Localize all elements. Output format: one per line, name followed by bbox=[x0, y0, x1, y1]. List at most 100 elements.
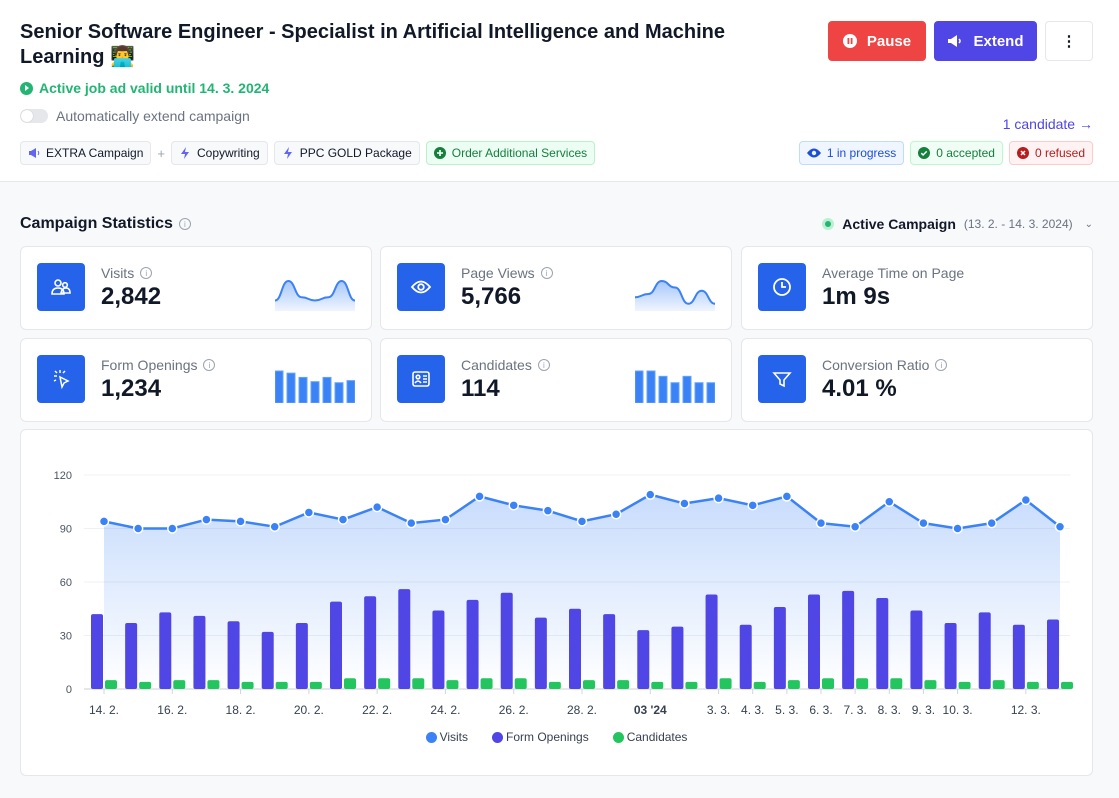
candidates-bar[interactable] bbox=[105, 680, 117, 689]
form-openings-bar[interactable] bbox=[466, 599, 479, 689]
candidates-bar[interactable] bbox=[924, 680, 937, 689]
candidates-bar[interactable] bbox=[685, 681, 698, 689]
form-openings-bar[interactable] bbox=[808, 594, 820, 689]
tag-copywriting[interactable]: Copywriting bbox=[170, 141, 268, 165]
candidates-bar[interactable] bbox=[480, 678, 493, 689]
info-icon[interactable]: i bbox=[537, 359, 550, 371]
refused-badge[interactable]: 0 refused bbox=[1008, 141, 1093, 165]
candidates-bar[interactable] bbox=[309, 681, 322, 689]
info-icon[interactable]: i bbox=[540, 267, 553, 279]
form-openings-bar[interactable] bbox=[705, 594, 718, 689]
visits-point[interactable] bbox=[98, 516, 110, 527]
candidates-bar[interactable] bbox=[173, 680, 186, 689]
visits-point[interactable] bbox=[1020, 494, 1032, 506]
candidates-bar[interactable] bbox=[548, 681, 561, 689]
legend-form-openings[interactable]: Form Openings bbox=[492, 730, 589, 744]
campaign-selector[interactable]: Active Campaign (13. 2. - 14. 3. 2024) ⌄ bbox=[822, 216, 1093, 232]
visits-point[interactable] bbox=[747, 500, 758, 511]
candidates-bar[interactable] bbox=[617, 680, 630, 689]
form-openings-bar[interactable] bbox=[569, 608, 581, 689]
visits-point[interactable] bbox=[167, 523, 178, 534]
info-icon[interactable]: i bbox=[178, 218, 191, 230]
candidates-bar[interactable] bbox=[719, 678, 732, 689]
candidates-bar[interactable] bbox=[1026, 681, 1039, 689]
tag-extra-campaign[interactable]: EXTRA Campaign bbox=[20, 141, 152, 165]
visits-point[interactable] bbox=[440, 514, 451, 525]
candidates-bar[interactable] bbox=[787, 680, 800, 689]
form-openings-bar[interactable] bbox=[773, 606, 786, 689]
order-services-button[interactable]: Order Additional Services bbox=[425, 141, 596, 165]
accepted-badge[interactable]: 0 accepted bbox=[910, 141, 1003, 165]
form-openings-bar[interactable] bbox=[227, 621, 240, 689]
form-openings-bar[interactable] bbox=[671, 626, 684, 689]
candidates-bar[interactable] bbox=[446, 680, 459, 689]
visits-point[interactable] bbox=[132, 523, 144, 534]
candidates-bar[interactable] bbox=[890, 678, 903, 689]
visits-point[interactable] bbox=[679, 498, 690, 509]
visits-point[interactable] bbox=[542, 505, 554, 516]
form-openings-bar[interactable] bbox=[295, 623, 308, 689]
candidates-bar[interactable] bbox=[651, 681, 664, 689]
info-icon[interactable]: i bbox=[203, 359, 216, 371]
candidates-bar[interactable] bbox=[753, 681, 766, 689]
candidates-bar[interactable] bbox=[275, 681, 288, 689]
candidates-bar[interactable] bbox=[514, 678, 527, 689]
info-icon[interactable]: i bbox=[935, 359, 948, 371]
candidates-bar[interactable] bbox=[139, 681, 152, 689]
visits-point[interactable] bbox=[610, 508, 622, 520]
form-openings-bar[interactable] bbox=[125, 623, 138, 689]
pause-button[interactable]: Pause bbox=[828, 21, 926, 61]
form-openings-bar[interactable] bbox=[876, 598, 889, 689]
form-openings-bar[interactable] bbox=[637, 630, 650, 689]
form-openings-bar[interactable] bbox=[534, 617, 547, 689]
form-openings-bar[interactable] bbox=[330, 601, 342, 689]
form-openings-bar[interactable] bbox=[500, 592, 513, 689]
extend-button[interactable]: Extend bbox=[934, 21, 1037, 61]
visits-point[interactable] bbox=[371, 501, 383, 513]
form-openings-bar[interactable] bbox=[842, 590, 855, 689]
visits-point[interactable] bbox=[849, 521, 861, 532]
visits-point[interactable] bbox=[884, 496, 895, 507]
candidates-bar[interactable] bbox=[412, 678, 425, 689]
visits-point[interactable] bbox=[337, 514, 349, 525]
candidates-bar[interactable] bbox=[207, 680, 220, 689]
in-progress-badge[interactable]: 1 in progress bbox=[798, 141, 905, 165]
candidates-bar[interactable] bbox=[958, 681, 971, 689]
visits-point[interactable] bbox=[1054, 521, 1066, 532]
visits-point[interactable] bbox=[235, 516, 246, 527]
candidates-link[interactable]: 1 candidate → bbox=[1002, 116, 1093, 132]
info-icon[interactable]: i bbox=[140, 267, 153, 279]
visits-point[interactable] bbox=[269, 521, 280, 532]
tag-ppc-gold[interactable]: PPC GOLD Package bbox=[273, 141, 420, 165]
visits-point[interactable] bbox=[508, 500, 519, 511]
candidates-bar[interactable] bbox=[1061, 681, 1073, 689]
form-openings-bar[interactable] bbox=[978, 612, 991, 689]
form-openings-bar[interactable] bbox=[432, 610, 445, 689]
form-openings-bar[interactable] bbox=[261, 631, 274, 689]
visits-point[interactable] bbox=[645, 489, 656, 500]
more-options-button[interactable]: ⋮ bbox=[1045, 21, 1093, 61]
visits-point[interactable] bbox=[986, 517, 997, 529]
candidates-bar[interactable] bbox=[583, 680, 595, 689]
visits-point[interactable] bbox=[781, 491, 793, 502]
candidates-bar[interactable] bbox=[344, 678, 356, 689]
visits-point[interactable] bbox=[406, 517, 417, 529]
visits-point[interactable] bbox=[918, 517, 929, 529]
candidates-bar[interactable] bbox=[856, 678, 869, 689]
form-openings-bar[interactable] bbox=[944, 623, 957, 689]
auto-extend-toggle[interactable] bbox=[20, 109, 48, 123]
legend-candidates[interactable]: Candidates bbox=[612, 730, 687, 744]
visits-point[interactable] bbox=[815, 517, 827, 529]
visits-point[interactable] bbox=[713, 492, 724, 504]
form-openings-bar[interactable] bbox=[398, 589, 411, 689]
form-openings-bar[interactable] bbox=[1047, 619, 1059, 689]
candidates-bar[interactable] bbox=[822, 678, 834, 689]
candidates-bar[interactable] bbox=[378, 678, 391, 689]
visits-point[interactable] bbox=[576, 516, 588, 527]
form-openings-bar[interactable] bbox=[739, 624, 752, 689]
form-openings-bar[interactable] bbox=[910, 610, 923, 689]
visits-point[interactable] bbox=[201, 514, 212, 525]
legend-visits[interactable]: Visits bbox=[425, 730, 468, 744]
form-openings-bar[interactable] bbox=[193, 615, 206, 689]
candidates-bar[interactable] bbox=[992, 680, 1005, 689]
